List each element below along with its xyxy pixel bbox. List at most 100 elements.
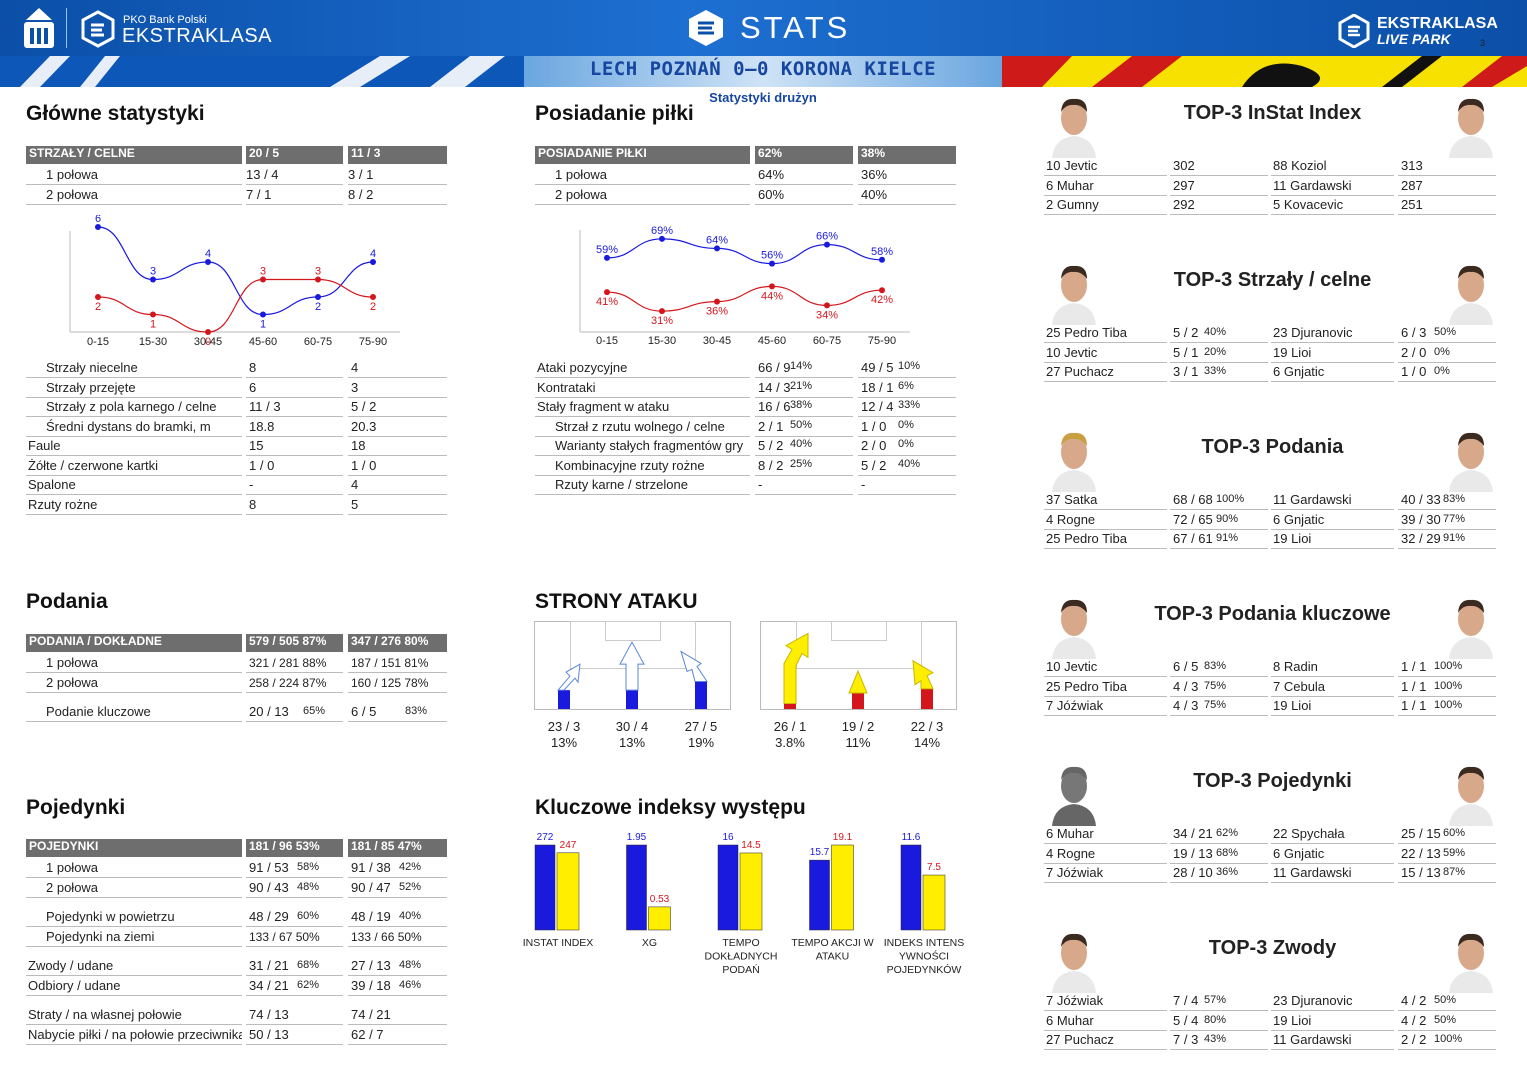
stat-home: 18.8 (246, 418, 343, 437)
passes-home: 321 / 281 88% (246, 654, 343, 673)
top3-title: TOP-3 InStat Index (1183, 102, 1362, 124)
duel-away: 133 / 66 50% (348, 928, 447, 947)
home-player-photo (1048, 760, 1100, 826)
home-player-name: 10 Jevtic (1044, 157, 1167, 176)
duel-away-pct: 52% (399, 880, 422, 893)
attack-stat-away-pct: 0% (898, 438, 914, 450)
home-player-name: 6 Muhar (1044, 177, 1167, 196)
attack-stat-home: 16 / 6 (755, 398, 853, 417)
away-player-pct: 0% (1434, 345, 1450, 358)
duel-away: 48 / 19 (348, 908, 447, 927)
data-label: 42% (871, 294, 893, 306)
away-player-name: 11 Gardawski (1271, 1031, 1394, 1050)
stat-away: 5 / 2 (348, 398, 447, 417)
home-player-name: 6 Muhar (1044, 825, 1167, 844)
away-index-value: 14.5 (741, 840, 761, 851)
blue-point (659, 235, 665, 242)
possession-header-home: 62% (755, 146, 853, 164)
data-label: 34% (816, 309, 838, 321)
away-player-value: 22 / 13 (1398, 845, 1496, 864)
away-player-photo (1445, 927, 1497, 993)
passes-label: 2 połowa (26, 674, 242, 693)
away-player-name: 19 Lioi (1271, 344, 1394, 363)
attack-stat-home-pct: 21% (790, 379, 813, 392)
away-player-value: 4 / 2 (1398, 992, 1496, 1011)
home-player-value: 5 / 2 (1170, 324, 1268, 343)
stat-home: 15 (246, 437, 343, 456)
stat-away: 18 (348, 437, 447, 456)
home-player-value: 6 / 5 (1170, 658, 1268, 677)
duel-home: 133 / 67 50% (246, 928, 343, 947)
attack-stat-away-pct: 40% (898, 457, 921, 470)
index-label: ATAKU (816, 951, 849, 963)
away-player-name: 23 Djuranovic (1271, 992, 1394, 1011)
red-point (205, 329, 211, 335)
possession-header-away: 38% (858, 146, 956, 164)
away-player-name: 88 Koziol (1271, 157, 1394, 176)
attack-stat-away-pct: 6% (898, 379, 914, 392)
duel-home: 48 / 29 (246, 908, 343, 927)
passes-header-label: PODANIA / DOKŁADNE (26, 634, 242, 652)
attack-stat-away-pct: 33% (898, 399, 921, 411)
key-pass-home: 20 / 13 (246, 703, 343, 722)
away-player-name: 11 Gardawski (1271, 864, 1394, 883)
home-player-name: 27 Puchacz (1044, 1031, 1167, 1050)
home-index-value: 272 (537, 832, 554, 843)
away-player-value: 2 / 0 (1398, 344, 1496, 363)
duel-away: 74 / 21 (348, 1006, 447, 1025)
stat-home: 13 / 4 (246, 166, 343, 185)
passes-label: 1 połowa (26, 654, 242, 673)
top3-title: TOP-3 Podania kluczowe (1154, 603, 1391, 625)
attack-arrows (556, 632, 935, 709)
away-player-name: 11 Gardawski (1271, 491, 1394, 510)
attack-stat-home: 8 / 2 (755, 457, 853, 476)
key-pass-away-pct: 83% (405, 705, 428, 717)
top3-title: TOP-3 Zwody (1208, 937, 1337, 959)
attack-stat-label: Warianty stałych fragmentów gry (535, 437, 750, 456)
away-player-value: 1 / 0 (1398, 363, 1496, 382)
livepark-logo-icon (1338, 13, 1370, 53)
page-title: STATS (740, 10, 851, 45)
attack-stat-away: 18 / 1 (858, 379, 956, 398)
away-player-name: 6 Gnjatic (1271, 511, 1394, 530)
attack-stat-label: Strzał z rzutu wolnego / celne (535, 418, 750, 437)
stat-label: Spalone (26, 476, 242, 495)
data-label: 0 (205, 336, 211, 348)
stat-home: 11 / 3 (246, 398, 343, 417)
away-player-photo (1445, 426, 1497, 492)
key-pass-label: Podanie kluczowe (26, 703, 242, 722)
away-player-photo (1445, 593, 1497, 659)
passes-home: 258 / 224 87% (246, 674, 343, 693)
attack-pct: 13% (550, 735, 578, 750)
x-tick-label: 75-90 (359, 336, 387, 348)
attack-stat-home: 2 / 1 (755, 418, 853, 437)
home-player-pct: 43% (1204, 1033, 1227, 1045)
data-label: 3 (150, 266, 156, 278)
data-label: 58% (871, 246, 893, 258)
blue-point (95, 224, 101, 230)
duel-home-pct: 58% (297, 861, 320, 873)
home-player-pct: 57% (1204, 994, 1227, 1006)
home-player-value: 4 / 3 (1170, 697, 1268, 716)
x-tick-label: 30-45 (703, 335, 731, 347)
attack-arrow (848, 669, 868, 694)
x-tick-label: 60-75 (813, 335, 841, 347)
away-player-pct: 59% (1443, 846, 1466, 859)
duel-away: 27 / 13 (348, 957, 447, 976)
away-player-pct: 83% (1443, 493, 1466, 505)
data-label: 3 (315, 266, 321, 278)
duel-home: 91 / 53 (246, 859, 343, 878)
key-indexes-chart: 272 247 1.95 0.53 16 14.5 15.719.1 11.6 7.5 INSTA… (523, 832, 965, 976)
away-player-name: 19 Lioi (1271, 530, 1394, 549)
duel-label: Pojedynki na ziemi (26, 928, 242, 947)
top3-title: TOP-3 Strzały / celne (1173, 269, 1372, 291)
away-player-value: 251 (1398, 196, 1496, 215)
stat-label: Faule (26, 437, 242, 456)
top-banner (0, 0, 1527, 56)
away-index-value: 19.1 (833, 832, 853, 843)
red-point (714, 298, 720, 305)
duel-home-pct: 48% (297, 880, 320, 893)
duel-home: 74 / 13 (246, 1006, 343, 1025)
home-player-name: 27 Puchacz (1044, 363, 1167, 382)
home-player-photo (1048, 593, 1100, 659)
